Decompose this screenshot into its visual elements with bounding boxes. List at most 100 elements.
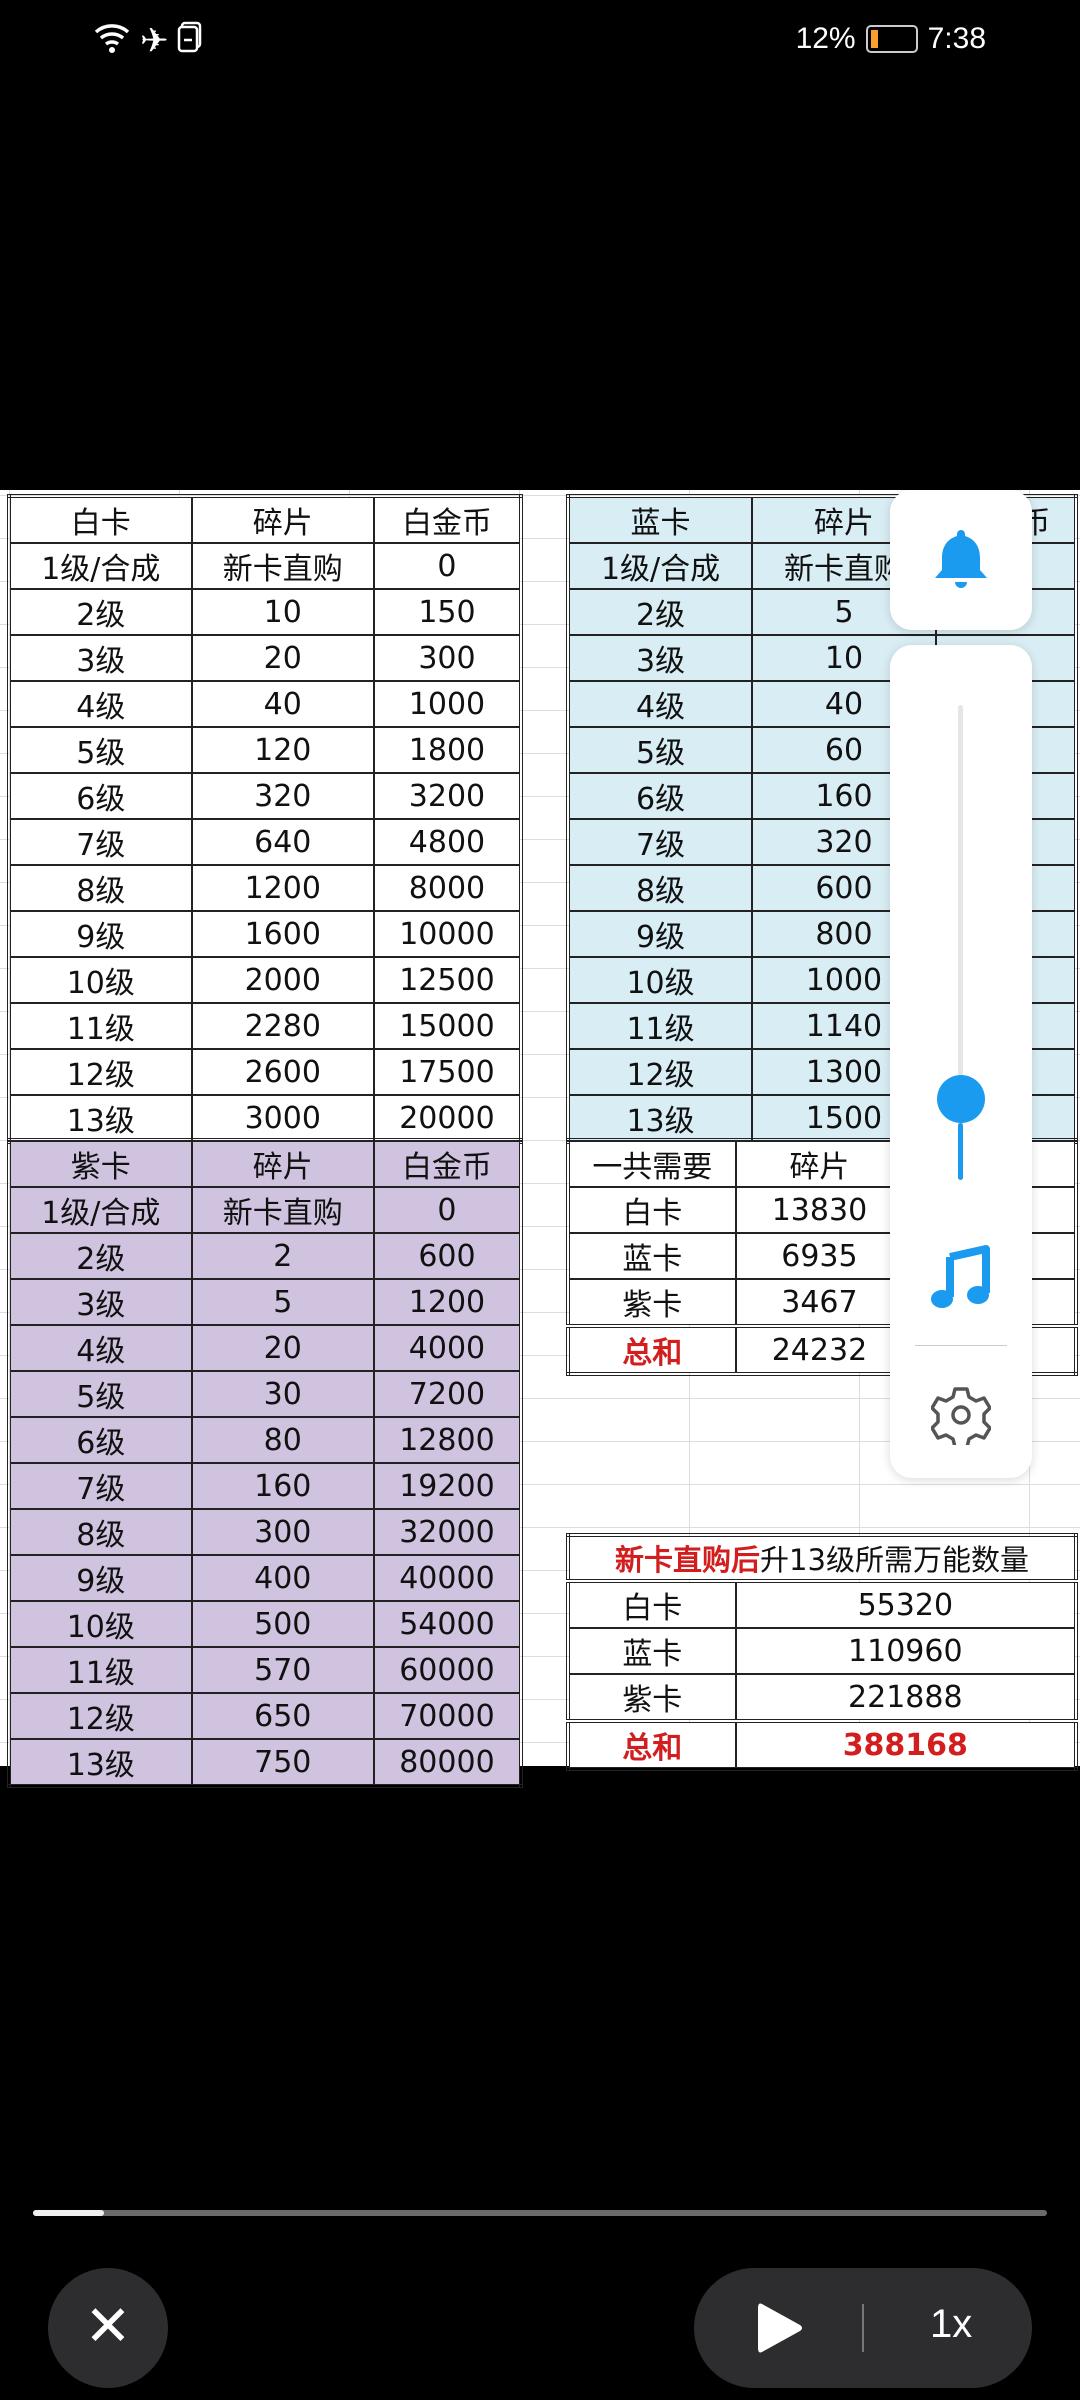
table-row: 1级/合成 新卡直购 0	[8, 542, 523, 590]
table-cell: 54000	[372, 1600, 523, 1648]
header-row: 紫卡 碎片 白金币	[8, 1139, 523, 1188]
table-cell: 160	[190, 1462, 375, 1510]
table-cell: 1200	[372, 1278, 523, 1326]
controls-divider	[862, 2304, 864, 2352]
table-cell: 蓝卡	[567, 1232, 737, 1280]
column-header: 白金币	[372, 495, 523, 544]
table-cell: 19200	[372, 1462, 523, 1510]
title-text: 升13级所需万能数量	[760, 1543, 1029, 1577]
table-cell: 10	[190, 588, 375, 636]
table-cell: 17500	[372, 1048, 523, 1096]
table-cell: 2	[190, 1232, 375, 1280]
table-cell: 150	[372, 588, 523, 636]
playback-speed-button[interactable]: 1x	[930, 2302, 973, 2346]
table-cell: 3000	[190, 1094, 375, 1143]
table-cell: 8级	[566, 864, 754, 912]
table-cell: 15000	[372, 1002, 523, 1050]
table-cell: 750	[190, 1738, 375, 1787]
table-cell: 0	[372, 1186, 523, 1234]
table-row: 5级 120 1800	[8, 726, 523, 774]
notification-toggle[interactable]	[890, 490, 1032, 630]
purple-card-table: 紫卡 碎片 白金币 1级/合成 新卡直购 0 2级 2 600 3级 5 1200 4级 20 4000 5级…	[7, 1138, 523, 1788]
table-cell: 2级	[8, 588, 193, 636]
table-row: 12级 2600 17500	[8, 1048, 523, 1096]
table-cell: 1600	[190, 910, 375, 958]
table-cell: 7级	[8, 818, 193, 866]
document-icon	[177, 21, 203, 61]
table-cell: 10级	[8, 956, 193, 1004]
volume-panel	[890, 645, 1032, 1478]
status-bar: ✈ 12% 7:38	[0, 0, 1080, 80]
table-cell: 300	[190, 1508, 375, 1556]
table-cell: 400	[190, 1554, 375, 1602]
table-cell: 13级	[8, 1738, 193, 1787]
table-cell: 640	[190, 818, 375, 866]
column-header: 碎片	[190, 1139, 375, 1188]
table-cell: 1800	[372, 726, 523, 774]
table-row: 12级 650 70000	[8, 1692, 523, 1740]
column-header: 碎片	[190, 495, 375, 544]
title-row: 新卡直购后升13级所需万能数量	[567, 1534, 1077, 1583]
table-cell: 600	[372, 1232, 523, 1280]
table-row: 4级 20 4000	[8, 1324, 523, 1372]
table-cell: 20	[190, 634, 375, 682]
battery-icon	[865, 25, 918, 53]
table-cell: 6级	[8, 772, 193, 820]
table-cell: 7级	[8, 1462, 193, 1510]
close-button[interactable]: ✕	[48, 2268, 168, 2388]
table-cell: 3200	[372, 772, 523, 820]
table-cell: 110960	[734, 1627, 1078, 1675]
volume-slider-track[interactable]	[958, 705, 963, 1180]
table-row: 10级 500 54000	[8, 1600, 523, 1648]
table-cell: 新卡直购	[190, 1186, 375, 1234]
table-cell: 6级	[566, 772, 754, 820]
summary-table: 一共需要碎片白金币白卡13830蓝卡6935紫卡3467总和24232	[566, 1138, 1078, 1376]
column-header: 一共需要	[567, 1139, 737, 1188]
column-header: 白金币	[372, 1139, 523, 1188]
table-cell: 1级/合成	[8, 1186, 193, 1234]
volume-slider-fill	[958, 1123, 963, 1180]
table-cell: 1级/合成	[566, 542, 754, 590]
table-cell: 2280	[190, 1002, 375, 1050]
table-cell: 80000	[372, 1738, 523, 1787]
table-cell: 10级	[8, 1600, 193, 1648]
volume-slider-handle[interactable]	[937, 1075, 985, 1123]
table-cell: 13级	[8, 1094, 193, 1143]
bell-icon	[930, 526, 992, 594]
music-note-icon[interactable]	[930, 1245, 992, 1315]
total-row: 总和 388168	[567, 1720, 1078, 1770]
table-cell: 3级	[566, 634, 754, 682]
table-cell: 120	[190, 726, 375, 774]
total-cell: 388168	[734, 1720, 1078, 1770]
gear-icon[interactable]	[930, 1385, 992, 1449]
table-cell: 4800	[372, 818, 523, 866]
white-card-table: 白卡 碎片 白金币 1级/合成 新卡直购 0 2级 10 150 3级 20 300 4级 40 1000 5…	[7, 494, 523, 1144]
total-cell: 总和	[567, 1325, 737, 1375]
universal-card-table: 新卡直购后升13级所需万能数量 白卡 55320 蓝卡 110960 紫卡 221888 总和…	[566, 1533, 1078, 1771]
table-cell: 12级	[8, 1692, 193, 1740]
close-icon: ✕	[84, 2294, 132, 2359]
airplane-icon: ✈	[140, 21, 169, 61]
table-cell: 10级	[566, 956, 754, 1004]
table-row: 5级 30 7200	[8, 1370, 523, 1418]
table-cell: 5	[190, 1278, 375, 1326]
playback-controls: 1x	[694, 2268, 1032, 2388]
table-cell: 4级	[566, 680, 754, 728]
table-cell: 800	[751, 910, 937, 958]
table-cell: 80	[190, 1416, 375, 1464]
table-cell: 12级	[8, 1048, 193, 1096]
play-button[interactable]	[756, 2300, 804, 2360]
table-row: 8级 300 32000	[8, 1508, 523, 1556]
table-cell: 8级	[8, 1508, 193, 1556]
table-cell: 3级	[8, 1278, 193, 1326]
table-row: 6级 80 12800	[8, 1416, 523, 1464]
table-cell: 320	[190, 772, 375, 820]
table-cell: 30	[190, 1370, 375, 1418]
video-progress-bar[interactable]	[33, 2210, 1047, 2216]
table-cell: 20	[190, 1324, 375, 1372]
total-cell: 总和	[567, 1720, 737, 1770]
table-cell: 2000	[190, 956, 375, 1004]
table-row: 9级 400 40000	[8, 1554, 523, 1602]
table-cell: 9级	[8, 910, 193, 958]
table-row: 蓝卡 110960	[567, 1627, 1078, 1675]
